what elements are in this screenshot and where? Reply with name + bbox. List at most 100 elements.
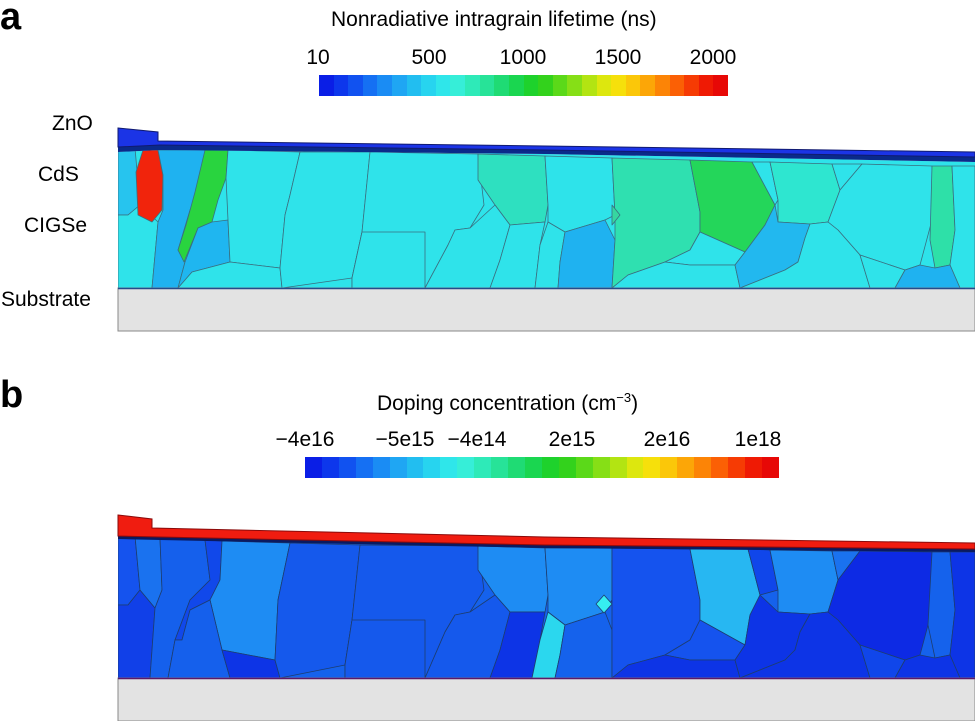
colorbar-segment (421, 75, 436, 96)
colorbar-segment (321, 457, 339, 478)
colorbar-segment (684, 75, 699, 96)
lifetime-tick-500: 500 (411, 46, 447, 69)
cigse-label: CIGSe (24, 214, 88, 237)
colorbar-segment (698, 75, 714, 96)
grain (489, 221, 546, 288)
colorbar-segment (626, 457, 644, 478)
grain (949, 165, 975, 288)
colorbar-segment (508, 75, 524, 96)
zno-layer-b (117, 514, 975, 550)
zno-layer (117, 127, 975, 158)
colorbar-segment (333, 75, 349, 96)
grain (351, 231, 426, 288)
grain-teal (769, 161, 841, 225)
doping-map (117, 514, 975, 721)
colorbar-segment (524, 457, 542, 478)
colorbar-segment (479, 75, 495, 96)
colorbar-segment (581, 75, 597, 96)
colorbar-segment (377, 75, 393, 96)
colorbar-segment (655, 75, 670, 96)
grain-high-lifetime (135, 150, 164, 223)
colorbar-segment (575, 457, 593, 478)
doping-tick-3: −4e14 (447, 428, 507, 451)
colorbar-segment (491, 457, 509, 478)
lifetime-tick-2000: 2000 (689, 46, 737, 69)
colorbar-segment (592, 457, 610, 478)
grain (595, 594, 613, 614)
colorbar-segment (338, 457, 356, 478)
grain (177, 261, 283, 288)
panel-a-letter: a (0, 0, 22, 38)
doping-colorbar (305, 457, 779, 478)
cds-layer-b (118, 536, 975, 552)
colorbar-segment (423, 457, 441, 478)
colorbar-segment (744, 457, 762, 478)
colorbar-segment (465, 75, 480, 96)
grain (949, 551, 975, 678)
colorbar-segment (457, 457, 475, 478)
colorbar-segment (711, 457, 729, 478)
lifetime-tick-10: 10 (306, 46, 330, 69)
doping-tick-6: 1e18 (734, 428, 782, 451)
substrate-layer (117, 287, 975, 332)
doping-tick-2: −5e15 (375, 428, 435, 451)
colorbar-segment (523, 75, 539, 96)
grain (221, 649, 281, 678)
substrate-layer-b (117, 677, 975, 721)
colorbar-segment (669, 75, 685, 96)
panel-b-letter: b (0, 374, 24, 416)
doping-tick-1: −4e16 (275, 428, 335, 451)
grain (894, 654, 961, 678)
colorbar-segment (494, 75, 509, 96)
lifetime-tick-1500: 1500 (594, 46, 642, 69)
colorbar-segment (372, 457, 390, 478)
lifetime-map (117, 127, 975, 332)
colorbar-segment (567, 75, 582, 96)
colorbar-segment (643, 457, 661, 478)
cds-label: CdS (38, 163, 79, 186)
colorbar-segment (694, 457, 712, 478)
colorbar-segment (596, 75, 612, 96)
colorbar-segment (541, 457, 559, 478)
grain (739, 611, 871, 678)
colorbar-segment (761, 457, 779, 478)
substrate-label: Substrate (1, 288, 91, 311)
colorbar-segment (558, 457, 576, 478)
doping-title-exponent: −3 (616, 390, 632, 405)
colorbar-segment (611, 75, 626, 96)
lifetime-tick-1000: 1000 (499, 46, 547, 69)
colorbar-segment (640, 75, 656, 96)
colorbar-segment (406, 75, 422, 96)
colorbar-segment (392, 75, 407, 96)
doping-title-end: ) (631, 392, 639, 415)
grain (739, 221, 871, 288)
grain-blue (557, 219, 616, 288)
colorbar-segment (406, 457, 424, 478)
colorbar-segment (319, 75, 334, 96)
grain-teal (929, 165, 956, 269)
colorbar-segment (355, 457, 373, 478)
colorbar-segment (625, 75, 641, 96)
colorbar-segment (450, 75, 466, 96)
zno-label: ZnO (52, 112, 93, 135)
doping-title-main: Doping concentration (cm (377, 392, 617, 415)
grain (927, 551, 956, 659)
cds-layer (118, 145, 975, 162)
colorbar-segment (389, 457, 407, 478)
colorbar-segment (440, 457, 458, 478)
doping-tick-5: 2e16 (643, 428, 691, 451)
grain (859, 254, 906, 288)
grain (489, 611, 546, 678)
grain-blue (894, 264, 961, 288)
colorbar-segment (362, 75, 378, 96)
grain (859, 644, 906, 678)
grain (769, 549, 839, 615)
doping-tick-4: 2e15 (548, 428, 596, 451)
colorbar-segment (660, 457, 678, 478)
lifetime-colorbar-title: Nonradiative intragrain lifetime (ns) (331, 8, 657, 31)
colorbar-segment (348, 75, 363, 96)
grain (424, 594, 511, 678)
colorbar-segment (609, 457, 627, 478)
colorbar-segment (474, 457, 492, 478)
